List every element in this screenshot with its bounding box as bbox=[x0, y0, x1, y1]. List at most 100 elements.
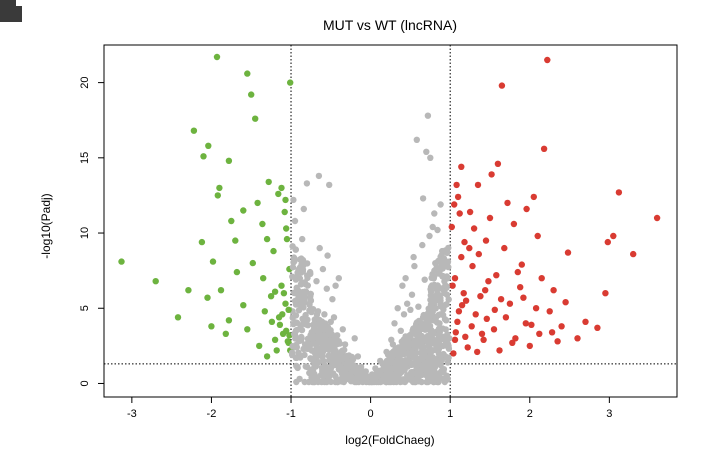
point-ns-cloud bbox=[292, 246, 299, 253]
point-ns bbox=[324, 252, 331, 259]
y-tick-label: 10 bbox=[79, 227, 91, 239]
point-ns-cloud bbox=[289, 273, 296, 280]
point-ns-cloud bbox=[441, 288, 448, 295]
point-down bbox=[205, 142, 212, 149]
point-ns-cloud bbox=[409, 328, 417, 336]
point-ns-cloud bbox=[387, 358, 394, 366]
point-ns bbox=[437, 201, 444, 208]
point-ns-cloud bbox=[387, 378, 394, 386]
point-ns-cloud bbox=[341, 346, 348, 354]
point-ns-cloud bbox=[429, 347, 436, 354]
y-tick-label: 15 bbox=[79, 152, 91, 164]
point-ns bbox=[315, 172, 323, 180]
y-axis-label: -log10(Padj) bbox=[39, 193, 53, 258]
point-ns-cloud bbox=[292, 335, 299, 342]
point-ns bbox=[402, 275, 409, 282]
point-up bbox=[546, 308, 553, 315]
point-ns-cloud bbox=[412, 378, 419, 386]
point-ns-cloud bbox=[373, 369, 380, 377]
y-axis: 0 5 10 15 20 bbox=[79, 76, 105, 387]
point-ns bbox=[351, 335, 358, 342]
point-ns-cloud bbox=[424, 338, 431, 345]
point-down bbox=[287, 79, 294, 86]
point-ns-cloud bbox=[320, 358, 327, 365]
point-ns bbox=[335, 275, 342, 282]
point-up bbox=[451, 336, 459, 343]
point-up bbox=[448, 223, 455, 231]
point-ns-cloud bbox=[408, 360, 415, 367]
point-ns-cloud bbox=[331, 360, 338, 367]
point-down bbox=[244, 70, 251, 77]
point-ns bbox=[388, 336, 395, 343]
point-down bbox=[285, 306, 292, 313]
x-tick-label: 1 bbox=[447, 408, 453, 420]
point-down bbox=[225, 157, 233, 164]
point-ns-cloud bbox=[328, 330, 335, 338]
x-tick-label: -1 bbox=[286, 408, 296, 420]
point-up bbox=[604, 238, 611, 246]
point-ns-cloud bbox=[362, 374, 369, 381]
point-ns-cloud bbox=[373, 378, 380, 386]
point-up bbox=[534, 232, 541, 240]
point-ns-cloud bbox=[291, 297, 299, 305]
point-up bbox=[482, 237, 490, 244]
point-ns-cloud bbox=[317, 347, 324, 354]
point-ns-cloud bbox=[335, 376, 342, 384]
point-ns-cloud bbox=[294, 291, 302, 299]
point-down bbox=[282, 196, 289, 204]
point-ns-cloud bbox=[436, 341, 443, 348]
point-ns-cloud bbox=[369, 374, 376, 382]
point-down bbox=[174, 314, 182, 321]
point-ns-cloud bbox=[436, 270, 443, 277]
point-down bbox=[259, 220, 266, 228]
point-ns-cloud bbox=[382, 361, 389, 368]
y-tick-label: 5 bbox=[79, 305, 91, 311]
point-ns-cloud bbox=[289, 264, 297, 271]
point-ns bbox=[300, 205, 307, 213]
point-up bbox=[540, 145, 548, 152]
point-up bbox=[506, 300, 514, 307]
chart-title: MUT vs WT (lncRNA) bbox=[323, 17, 457, 33]
point-down bbox=[254, 199, 261, 207]
point-ns bbox=[410, 253, 417, 261]
point-up bbox=[483, 315, 490, 322]
point-ns-cloud bbox=[288, 349, 296, 356]
point-up bbox=[453, 181, 460, 189]
point-ns-cloud bbox=[294, 269, 301, 276]
point-ns-cloud bbox=[395, 352, 402, 360]
point-up bbox=[480, 336, 487, 343]
point-ns-cloud bbox=[308, 366, 315, 374]
point-up bbox=[501, 244, 508, 252]
point-ns-cloud bbox=[441, 378, 448, 386]
point-ns bbox=[321, 311, 328, 318]
point-up bbox=[462, 297, 470, 304]
point-ns bbox=[424, 112, 432, 119]
point-ns-cloud bbox=[323, 378, 330, 386]
point-up bbox=[544, 56, 551, 64]
point-down bbox=[283, 235, 291, 243]
point-ns-cloud bbox=[293, 344, 300, 351]
point-ns bbox=[427, 154, 434, 161]
point-ns-cloud bbox=[435, 311, 442, 319]
point-up bbox=[532, 305, 540, 312]
point-up bbox=[528, 321, 535, 328]
point-ns-cloud bbox=[316, 316, 323, 324]
point-up bbox=[517, 284, 524, 291]
point-up bbox=[456, 210, 463, 217]
point-ns-cloud bbox=[435, 326, 442, 333]
point-ns-cloud bbox=[435, 257, 442, 265]
y-tick-label: 0 bbox=[79, 380, 91, 386]
point-ns-cloud bbox=[381, 372, 388, 379]
point-ns-cloud bbox=[348, 361, 355, 368]
point-up bbox=[455, 308, 463, 315]
point-up bbox=[470, 225, 478, 232]
point-ns-cloud bbox=[324, 323, 332, 331]
point-down bbox=[225, 317, 233, 324]
point-ns-cloud bbox=[301, 317, 308, 324]
point-ns-cloud bbox=[389, 371, 396, 378]
point-down bbox=[283, 327, 290, 334]
point-down bbox=[228, 217, 235, 225]
point-up bbox=[610, 232, 617, 240]
point-down bbox=[270, 247, 277, 255]
point-up bbox=[498, 82, 506, 89]
